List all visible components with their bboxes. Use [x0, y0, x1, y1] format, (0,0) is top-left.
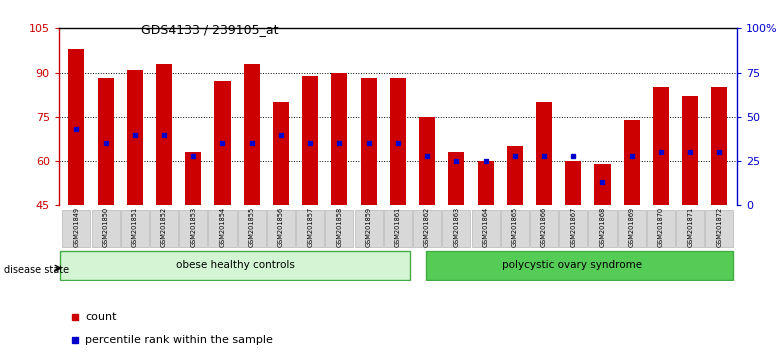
- FancyBboxPatch shape: [325, 210, 354, 247]
- FancyBboxPatch shape: [296, 210, 325, 247]
- Bar: [653, 87, 669, 205]
- Text: GSM201870: GSM201870: [658, 206, 664, 247]
- Bar: [361, 79, 376, 205]
- Text: GSM201867: GSM201867: [570, 206, 576, 247]
- Bar: [215, 81, 230, 205]
- FancyBboxPatch shape: [706, 210, 734, 247]
- Text: count: count: [85, 312, 117, 322]
- Bar: [419, 117, 435, 205]
- Text: GSM201853: GSM201853: [191, 206, 196, 247]
- Bar: [624, 120, 640, 205]
- FancyBboxPatch shape: [413, 210, 441, 247]
- Text: GSM201865: GSM201865: [512, 206, 517, 247]
- FancyBboxPatch shape: [426, 251, 732, 280]
- FancyBboxPatch shape: [209, 210, 237, 247]
- Bar: [185, 152, 201, 205]
- Text: GSM201863: GSM201863: [453, 206, 459, 247]
- Text: disease state: disease state: [4, 265, 69, 275]
- Bar: [682, 96, 699, 205]
- Bar: [477, 161, 494, 205]
- Bar: [565, 161, 581, 205]
- Bar: [711, 87, 728, 205]
- FancyBboxPatch shape: [180, 210, 207, 247]
- Text: GSM201869: GSM201869: [629, 206, 635, 247]
- FancyBboxPatch shape: [92, 210, 120, 247]
- Text: GSM201857: GSM201857: [307, 206, 313, 247]
- Text: GDS4133 / 239105_at: GDS4133 / 239105_at: [141, 23, 278, 36]
- Text: polycystic ovary syndrome: polycystic ovary syndrome: [502, 261, 642, 270]
- Bar: [127, 70, 143, 205]
- Text: GSM201866: GSM201866: [541, 206, 547, 247]
- FancyBboxPatch shape: [530, 210, 558, 247]
- FancyBboxPatch shape: [442, 210, 470, 247]
- Text: GSM201862: GSM201862: [424, 206, 430, 247]
- FancyBboxPatch shape: [121, 210, 149, 247]
- Text: GSM201852: GSM201852: [161, 206, 167, 247]
- Text: obese healthy controls: obese healthy controls: [176, 261, 295, 270]
- Text: GSM201864: GSM201864: [483, 206, 488, 247]
- FancyBboxPatch shape: [62, 210, 90, 247]
- FancyBboxPatch shape: [676, 210, 704, 247]
- FancyBboxPatch shape: [471, 210, 499, 247]
- FancyBboxPatch shape: [384, 210, 412, 247]
- Text: GSM201858: GSM201858: [336, 206, 343, 247]
- Bar: [390, 79, 406, 205]
- Text: GSM201872: GSM201872: [717, 206, 722, 247]
- Bar: [594, 164, 611, 205]
- Text: GSM201851: GSM201851: [132, 206, 138, 247]
- Text: GSM201856: GSM201856: [278, 206, 284, 247]
- Text: GSM201861: GSM201861: [395, 206, 401, 247]
- Text: GSM201868: GSM201868: [600, 206, 605, 247]
- FancyBboxPatch shape: [60, 251, 409, 280]
- Text: percentile rank within the sample: percentile rank within the sample: [85, 335, 274, 346]
- Text: GSM201854: GSM201854: [220, 206, 226, 247]
- Bar: [448, 152, 464, 205]
- FancyBboxPatch shape: [150, 210, 178, 247]
- FancyBboxPatch shape: [267, 210, 295, 247]
- Bar: [506, 146, 523, 205]
- FancyBboxPatch shape: [501, 210, 529, 247]
- FancyBboxPatch shape: [618, 210, 646, 247]
- Bar: [97, 79, 114, 205]
- Text: GSM201871: GSM201871: [688, 206, 693, 247]
- Bar: [536, 102, 552, 205]
- FancyBboxPatch shape: [589, 210, 616, 247]
- Text: GSM201849: GSM201849: [74, 206, 79, 247]
- FancyBboxPatch shape: [238, 210, 266, 247]
- FancyBboxPatch shape: [354, 210, 383, 247]
- FancyBboxPatch shape: [559, 210, 587, 247]
- Bar: [68, 49, 85, 205]
- Bar: [332, 73, 347, 205]
- Bar: [302, 75, 318, 205]
- Text: GSM201850: GSM201850: [103, 206, 108, 247]
- Text: GSM201859: GSM201859: [365, 206, 372, 247]
- Bar: [156, 64, 172, 205]
- FancyBboxPatch shape: [647, 210, 675, 247]
- Bar: [273, 102, 289, 205]
- Text: GSM201855: GSM201855: [249, 206, 255, 247]
- Bar: [244, 64, 260, 205]
